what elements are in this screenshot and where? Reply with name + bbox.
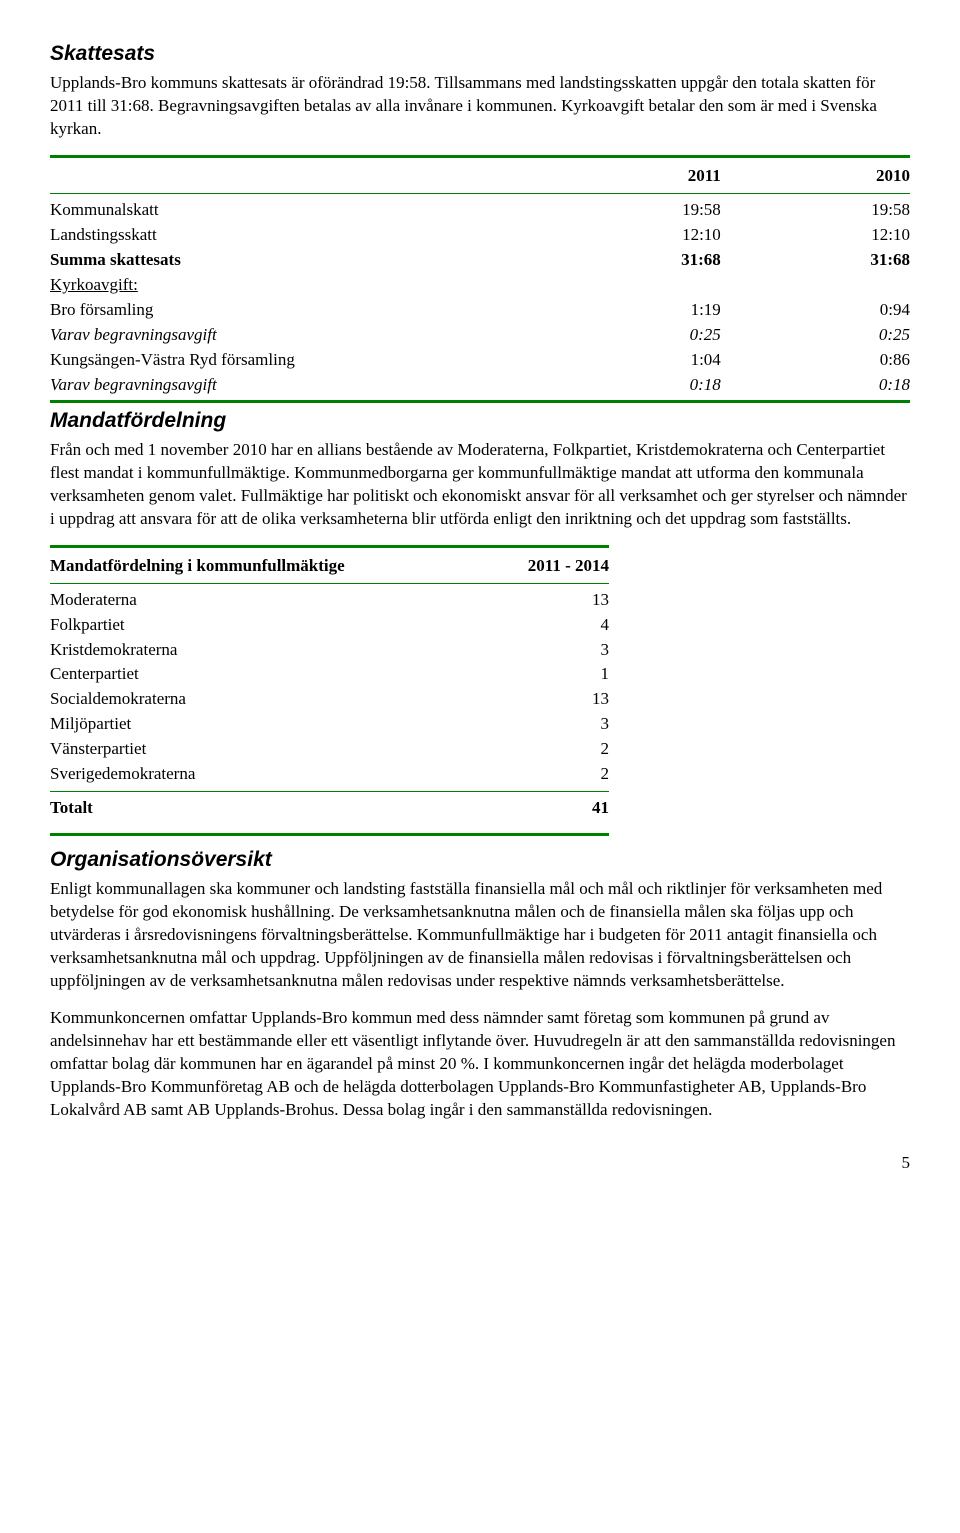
tax-row-v2: 0:18	[721, 373, 910, 398]
mandat-header-label: Mandatfördelning i kommunfullmäktige	[50, 554, 385, 579]
table-rule-bottom	[50, 400, 910, 403]
tax-row-label: Bro församling	[50, 298, 532, 323]
mandat-row-seats: 13	[385, 588, 609, 613]
mandat-row-party: Centerpartiet	[50, 662, 385, 687]
tax-row-v1: 12:10	[532, 223, 721, 248]
mandat-row-party: Folkpartiet	[50, 613, 385, 638]
tax-table: 2011 2010 Kommunalskatt19:5819:58Landsti…	[50, 164, 910, 397]
page-number: 5	[50, 1152, 910, 1175]
table-rule-top	[50, 155, 910, 158]
tax-row-v2	[721, 273, 910, 298]
tax-year-1: 2011	[532, 164, 721, 189]
mandat-rule-top	[50, 545, 609, 548]
paragraph-org-1: Enligt kommunallagen ska kommuner och la…	[50, 878, 910, 993]
tax-row-v1: 1:19	[532, 298, 721, 323]
tax-row-v2: 0:86	[721, 348, 910, 373]
tax-year-2: 2010	[721, 164, 910, 189]
paragraph-org-2: Kommunkoncernen omfattar Upplands-Bro ko…	[50, 1007, 910, 1122]
mandat-rule-mid	[50, 583, 609, 584]
tax-row-v1	[532, 273, 721, 298]
mandat-row-party: Sverigedemokraterna	[50, 762, 385, 787]
tax-row-v2: 19:58	[721, 198, 910, 223]
tax-row-v1: 0:18	[532, 373, 721, 398]
paragraph-skattesats: Upplands-Bro kommuns skattesats är oförä…	[50, 72, 910, 141]
paragraph-mandat: Från och med 1 november 2010 har en alli…	[50, 439, 910, 531]
table-rule-mid	[50, 193, 910, 194]
tax-row-v1: 19:58	[532, 198, 721, 223]
mandat-row-seats: 4	[385, 613, 609, 638]
mandat-row-seats: 13	[385, 687, 609, 712]
tax-row-v1: 1:04	[532, 348, 721, 373]
mandat-rule-mid2	[50, 791, 609, 792]
mandat-total-label: Totalt	[50, 796, 385, 821]
mandat-rule-bottom	[50, 833, 609, 836]
heading-mandat: Mandatfördelning	[50, 407, 910, 435]
tax-row-label: Landstingsskatt	[50, 223, 532, 248]
tax-row-v1: 31:68	[532, 248, 721, 273]
tax-row-label: Kommunalskatt	[50, 198, 532, 223]
tax-row-label: Kyrkoavgift:	[50, 273, 532, 298]
mandat-row-party: Miljöpartiet	[50, 712, 385, 737]
mandat-table: Mandatfördelning i kommunfullmäktige 201…	[50, 554, 609, 821]
mandat-row-party: Vänsterpartiet	[50, 737, 385, 762]
mandat-row-seats: 1	[385, 662, 609, 687]
tax-row-label: Varav begravningsavgift	[50, 373, 532, 398]
tax-row-v1: 0:25	[532, 323, 721, 348]
mandat-row-party: Kristdemokraterna	[50, 638, 385, 663]
mandat-total-value: 41	[385, 796, 609, 821]
tax-row-v2: 12:10	[721, 223, 910, 248]
mandat-row-seats: 2	[385, 762, 609, 787]
mandat-row-party: Moderaterna	[50, 588, 385, 613]
mandat-header-period: 2011 - 2014	[385, 554, 609, 579]
heading-org: Organisationsöversikt	[50, 846, 910, 874]
tax-row-label: Summa skattesats	[50, 248, 532, 273]
heading-skattesats: Skattesats	[50, 40, 910, 68]
mandat-row-seats: 3	[385, 638, 609, 663]
mandat-row-seats: 2	[385, 737, 609, 762]
tax-row-label: Varav begravningsavgift	[50, 323, 532, 348]
tax-row-v2: 0:94	[721, 298, 910, 323]
tax-row-v2: 31:68	[721, 248, 910, 273]
tax-row-label: Kungsängen-Västra Ryd församling	[50, 348, 532, 373]
mandat-row-seats: 3	[385, 712, 609, 737]
tax-row-v2: 0:25	[721, 323, 910, 348]
mandat-row-party: Socialdemokraterna	[50, 687, 385, 712]
